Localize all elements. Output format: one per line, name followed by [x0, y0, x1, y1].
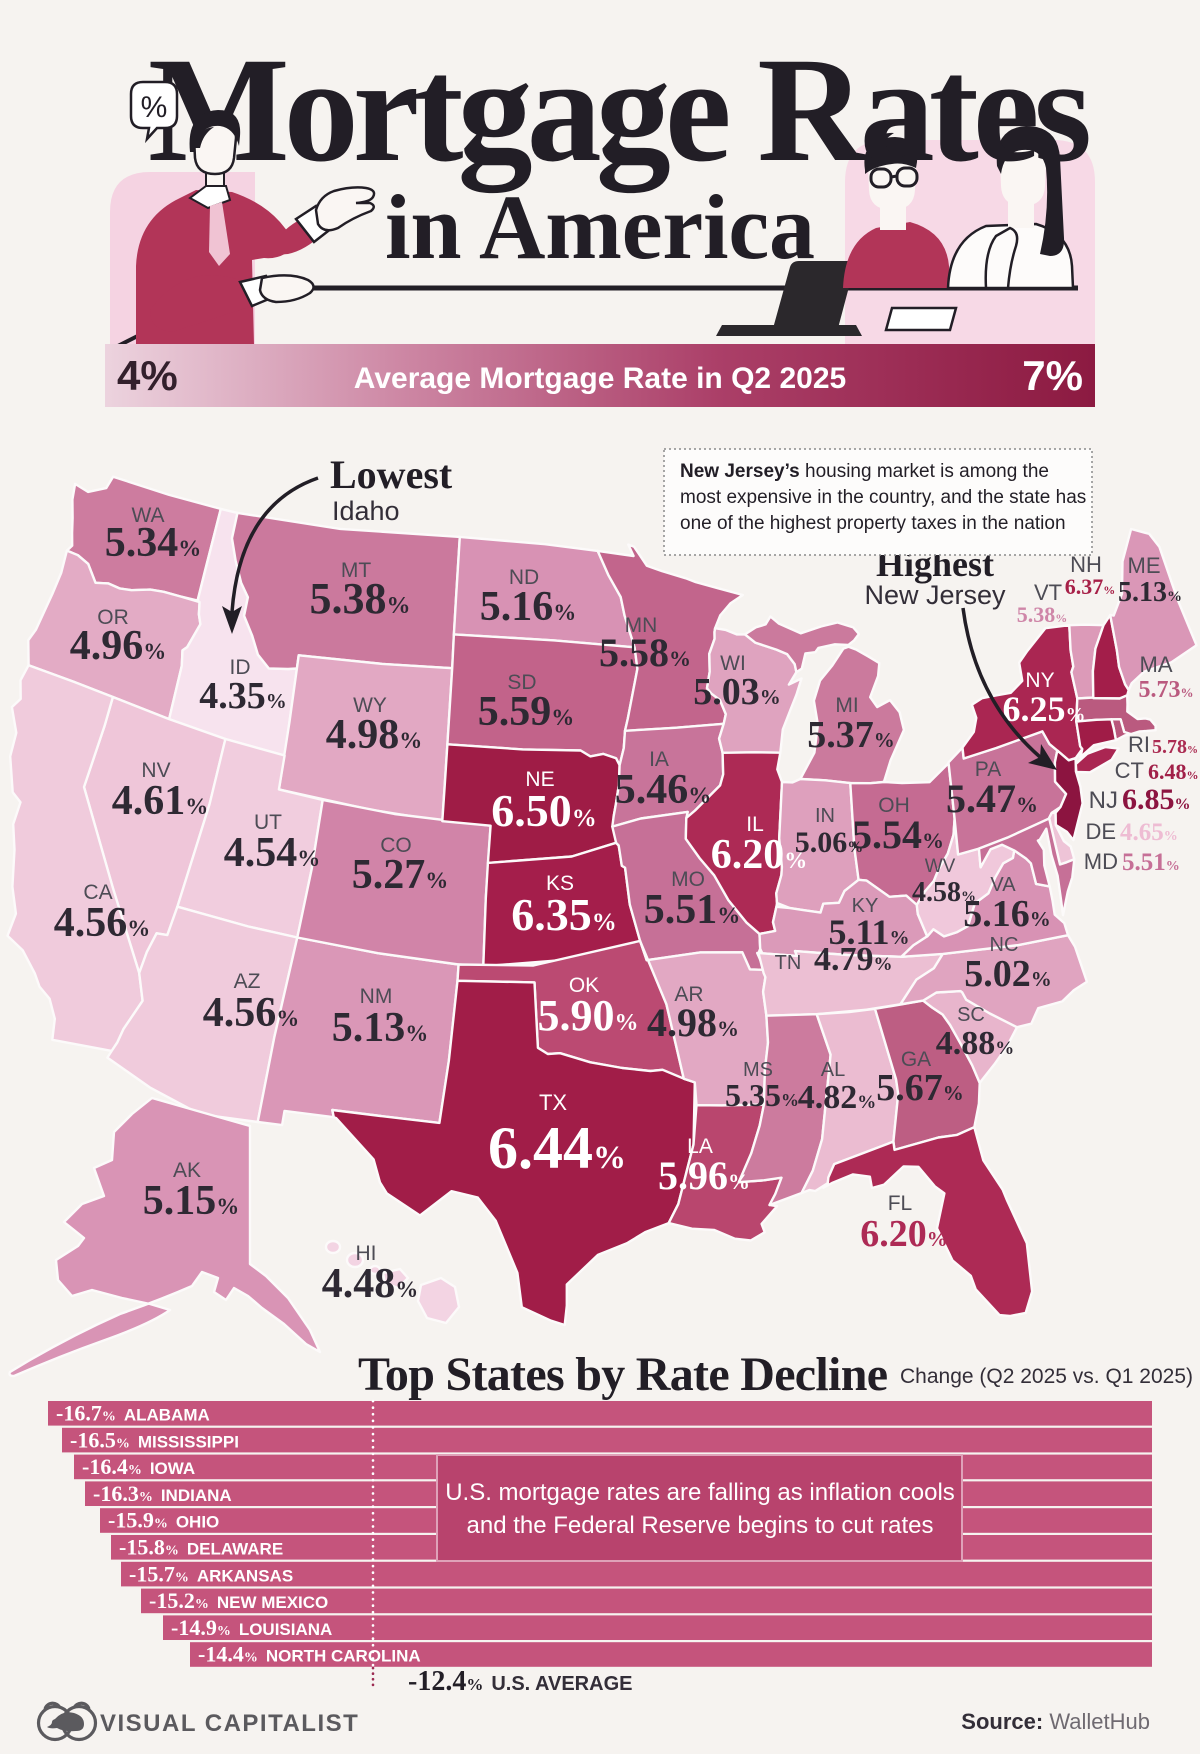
svg-text:4.58%: 4.58%: [912, 877, 976, 908]
svg-text:Idaho: Idaho: [332, 496, 400, 526]
svg-text:6.85%: 6.85%: [1122, 783, 1191, 816]
svg-text:4.98%: 4.98%: [647, 1000, 739, 1045]
svg-text:PA: PA: [975, 758, 1001, 781]
svg-text:MT: MT: [341, 559, 371, 582]
svg-text:-15.2%NEW MEXICO: -15.2% NEW MEXICO: [149, 1588, 328, 1613]
svg-text:MI: MI: [835, 694, 858, 717]
svg-text:GA: GA: [901, 1048, 931, 1071]
svg-text:FL: FL: [888, 1192, 913, 1215]
svg-text:in America: in America: [385, 176, 815, 278]
svg-text:OH: OH: [878, 794, 910, 817]
svg-text:one of the highest property ta: one of the highest property taxes in the…: [680, 513, 1066, 534]
svg-text:-15.8%DELAWARE: -15.8% DELAWARE: [119, 1535, 283, 1560]
svg-text:WI: WI: [720, 652, 746, 675]
svg-text:Average Mortgage Rate in Q2 20: Average Mortgage Rate in Q2 2025: [354, 362, 846, 395]
svg-text:MN: MN: [625, 614, 658, 637]
svg-text:HI: HI: [356, 1242, 377, 1265]
svg-text:IA: IA: [649, 748, 669, 771]
svg-text:-16.3%INDIANA: -16.3% INDIANA: [93, 1481, 232, 1506]
svg-text:Source: WalletHub: Source: WalletHub: [961, 1709, 1150, 1734]
svg-text:UT: UT: [254, 811, 282, 834]
svg-text:MO: MO: [671, 868, 705, 891]
svg-text:most expensive in the country,: most expensive in the country, and the s…: [680, 487, 1086, 508]
svg-text:WY: WY: [353, 694, 387, 717]
svg-text:4%: 4%: [117, 352, 178, 399]
svg-text:and the Federal Reserve begins: and the Federal Reserve begins to cut ra…: [467, 1512, 934, 1539]
svg-text:4.56%: 4.56%: [203, 990, 300, 1036]
svg-text:DE: DE: [1085, 819, 1116, 844]
svg-text:SC: SC: [957, 1004, 985, 1026]
svg-text:MS: MS: [743, 1059, 773, 1081]
svg-text:NM: NM: [360, 985, 393, 1008]
svg-text:7%: 7%: [1022, 352, 1083, 399]
svg-text:TN: TN: [775, 952, 802, 974]
svg-text:5.78%: 5.78%: [1152, 736, 1198, 758]
svg-text:-16.7%ALABAMA: -16.7% ALABAMA: [56, 1401, 210, 1426]
svg-text:New Jersey’s housing market is: New Jersey’s housing market is among the: [680, 461, 1049, 482]
svg-text:5.02%: 5.02%: [964, 953, 1052, 995]
svg-text:KY: KY: [852, 895, 879, 917]
svg-text:%: %: [141, 91, 168, 124]
svg-text:-16.5%MISSISSIPPI: -16.5% MISSISSIPPI: [70, 1427, 239, 1452]
svg-text:5.58%: 5.58%: [599, 630, 691, 675]
svg-text:-14.4%NORTH CAROLINA: -14.4% NORTH CAROLINA: [198, 1642, 421, 1667]
svg-text:NE: NE: [525, 768, 554, 791]
svg-text:5.16%: 5.16%: [480, 584, 577, 630]
svg-text:VA: VA: [990, 874, 1016, 896]
svg-text:IL: IL: [746, 813, 764, 836]
svg-text:Top States by Rate Decline: Top States by Rate Decline: [358, 1348, 888, 1401]
svg-text:AZ: AZ: [234, 970, 261, 993]
svg-text:5.54%: 5.54%: [852, 812, 944, 857]
svg-text:ID: ID: [230, 656, 251, 679]
svg-text:VISUAL CAPITALIST: VISUAL CAPITALIST: [100, 1710, 359, 1737]
svg-text:Change (Q2 2025 vs. Q1 2025): Change (Q2 2025 vs. Q1 2025): [900, 1365, 1193, 1388]
svg-text:NV: NV: [141, 759, 170, 782]
svg-text:6.35%: 6.35%: [511, 889, 617, 940]
svg-text:-15.7%ARKANSAS: -15.7% ARKANSAS: [129, 1561, 293, 1586]
svg-text:RI: RI: [1128, 732, 1150, 757]
svg-text:WA: WA: [131, 504, 164, 527]
svg-text:AL: AL: [821, 1059, 845, 1081]
svg-text:U.S. mortgage rates are fallin: U.S. mortgage rates are falling as infla…: [445, 1479, 955, 1506]
svg-text:ME: ME: [1128, 553, 1161, 578]
svg-text:CT: CT: [1115, 758, 1144, 783]
svg-text:VT: VT: [1034, 580, 1062, 605]
svg-text:IN: IN: [815, 805, 835, 827]
svg-text:CA: CA: [83, 881, 112, 904]
svg-text:MA: MA: [1140, 652, 1173, 677]
svg-text:KS: KS: [546, 872, 574, 895]
svg-text:NJ: NJ: [1089, 787, 1118, 814]
svg-text:-14.9%LOUISIANA: -14.9% LOUISIANA: [171, 1615, 332, 1640]
svg-text:-16.4%IOWA: -16.4% IOWA: [82, 1454, 195, 1479]
svg-text:CO: CO: [380, 834, 412, 857]
svg-text:TX: TX: [539, 1090, 567, 1115]
svg-text:LA: LA: [687, 1135, 713, 1158]
svg-text:5.11%: 5.11%: [828, 912, 909, 952]
svg-text:OK: OK: [569, 974, 599, 997]
svg-text:NH: NH: [1070, 552, 1102, 577]
svg-text:WV: WV: [925, 856, 956, 877]
svg-text:New Jersey: New Jersey: [864, 580, 1006, 610]
svg-text:OR: OR: [97, 606, 129, 629]
svg-text:Lowest: Lowest: [330, 452, 453, 497]
svg-text:AR: AR: [674, 983, 703, 1006]
svg-text:NC: NC: [990, 934, 1019, 956]
svg-text:AK: AK: [173, 1159, 201, 1182]
svg-text:Mortgage Rates: Mortgage Rates: [148, 27, 1092, 193]
svg-text:NY: NY: [1025, 669, 1054, 692]
svg-text:4.54%: 4.54%: [224, 830, 321, 876]
svg-text:ND: ND: [509, 566, 539, 589]
svg-text:SD: SD: [507, 671, 536, 694]
svg-text:MD: MD: [1084, 849, 1118, 874]
